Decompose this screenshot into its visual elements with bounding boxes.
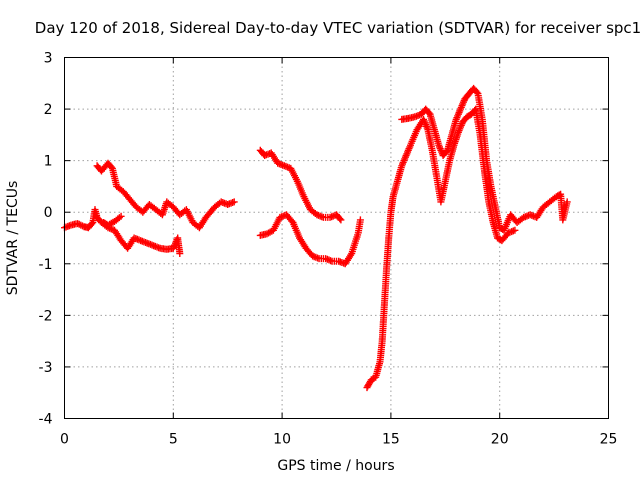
series-arc-2 bbox=[93, 159, 238, 232]
y-axis-label: SDTVAR / TECUs bbox=[5, 181, 21, 296]
series-arc-5 bbox=[398, 84, 571, 234]
y-tick-label: -1 bbox=[39, 257, 53, 273]
data-point-markers bbox=[363, 105, 519, 392]
series-arc-1a bbox=[61, 206, 184, 257]
y-tick-label: 3 bbox=[44, 51, 53, 67]
y-tick-label: -4 bbox=[39, 412, 53, 428]
x-tick-label: 20 bbox=[491, 432, 509, 448]
data-point-markers bbox=[93, 159, 238, 232]
series-arc-1b bbox=[100, 212, 125, 229]
data-point-markers bbox=[61, 206, 184, 257]
axes: 0 5 10 15 20 25 -4 -3 -2 -1 0 1 2 3 bbox=[39, 51, 618, 448]
series-arc-3a bbox=[256, 146, 345, 224]
chart-title: Day 120 of 2018, Sidereal Day-to-day VTE… bbox=[35, 19, 640, 37]
data-point-markers bbox=[398, 84, 571, 234]
series-arc-3b bbox=[256, 211, 364, 268]
data-point-markers bbox=[100, 212, 125, 229]
x-tick-label: 15 bbox=[382, 432, 400, 448]
x-tick-label: 10 bbox=[273, 432, 291, 448]
data-marks bbox=[61, 84, 571, 392]
y-tick-label: -3 bbox=[39, 360, 53, 376]
x-tick-label: 25 bbox=[600, 432, 618, 448]
plot-frame bbox=[64, 57, 609, 419]
x-tick-label: 0 bbox=[60, 432, 69, 448]
x-axis-label: GPS time / hours bbox=[277, 458, 394, 474]
y-tick-label: -2 bbox=[39, 308, 53, 324]
y-tick-label: 0 bbox=[44, 205, 53, 221]
grid bbox=[64, 57, 609, 419]
y-tick-label: 1 bbox=[44, 154, 53, 170]
y-tick-label: 2 bbox=[44, 102, 53, 118]
data-point-markers bbox=[256, 211, 364, 268]
x-tick-label: 5 bbox=[169, 432, 178, 448]
data-point-markers bbox=[256, 146, 345, 224]
series-arc-4 bbox=[363, 105, 519, 392]
